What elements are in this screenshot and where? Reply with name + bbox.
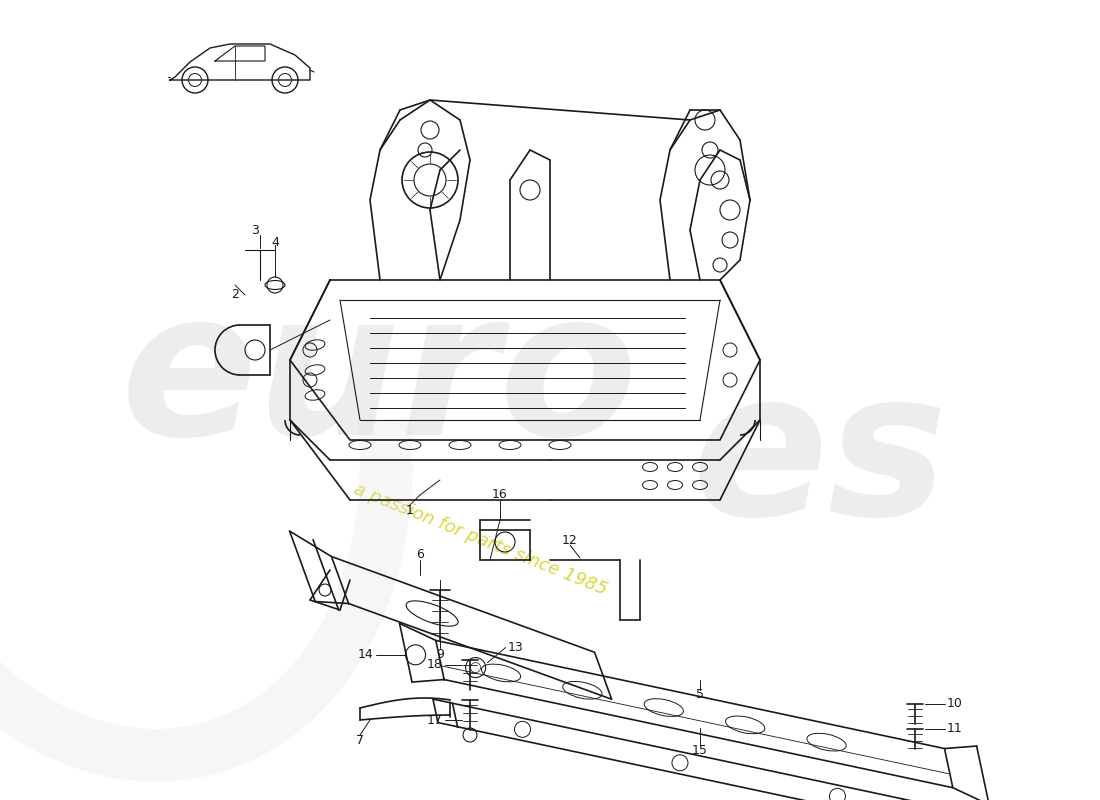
Text: 18: 18: [427, 658, 443, 671]
Text: 2: 2: [231, 289, 239, 302]
Text: 11: 11: [947, 722, 962, 735]
Text: 1: 1: [406, 503, 414, 517]
Text: a passion for parts since 1985: a passion for parts since 1985: [351, 481, 609, 599]
Text: 4: 4: [271, 235, 279, 249]
Text: 17: 17: [427, 714, 443, 726]
Text: 7: 7: [356, 734, 364, 746]
Text: 6: 6: [416, 549, 424, 562]
Text: 13: 13: [508, 641, 524, 654]
Text: 15: 15: [692, 743, 708, 757]
Text: 5: 5: [696, 689, 704, 702]
Text: es: es: [692, 362, 948, 558]
Text: euro: euro: [121, 282, 639, 478]
Text: 9: 9: [436, 649, 444, 662]
Text: 14: 14: [358, 648, 373, 662]
Text: 3: 3: [251, 223, 258, 237]
Text: 10: 10: [947, 697, 962, 710]
Text: 16: 16: [492, 489, 508, 502]
Text: 12: 12: [562, 534, 578, 546]
